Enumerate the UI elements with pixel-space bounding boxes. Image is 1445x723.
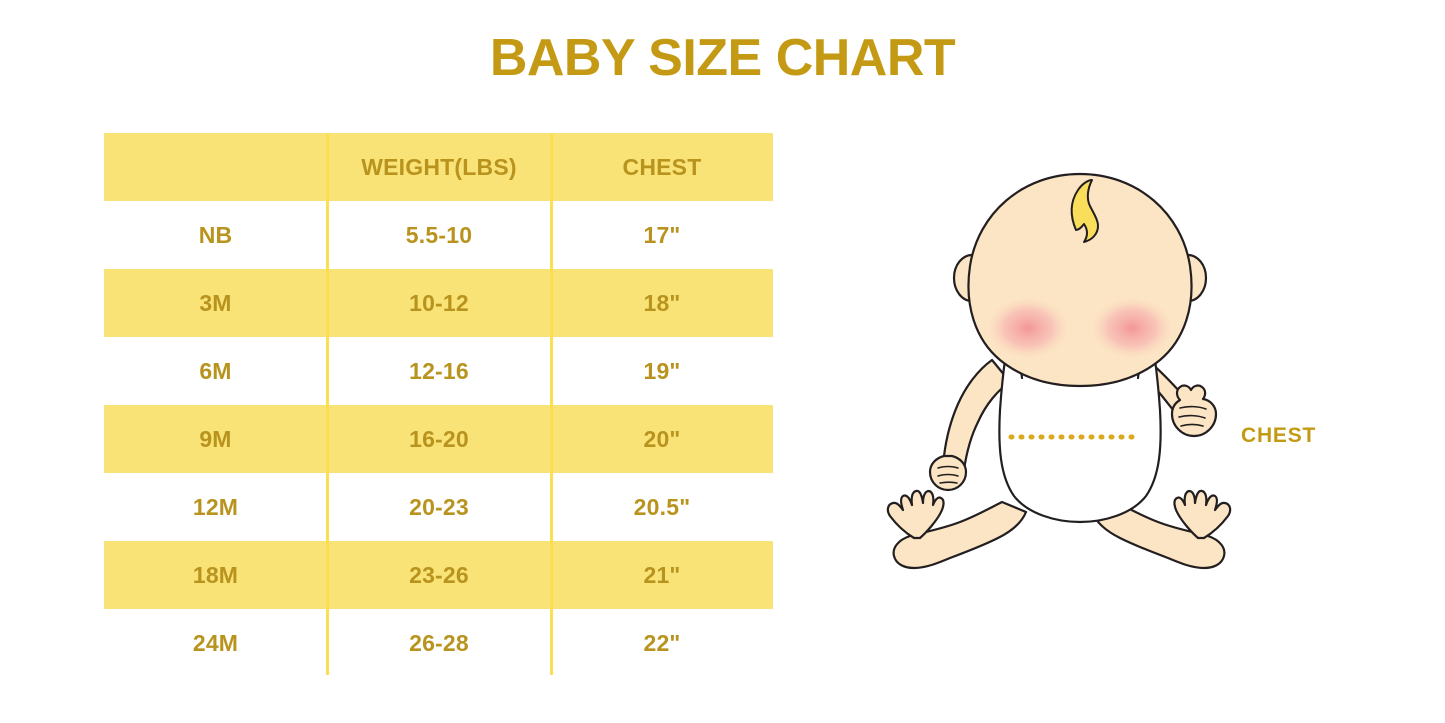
cell-size: 18M bbox=[192, 561, 239, 588]
right-hand bbox=[1170, 384, 1218, 438]
table-row: NB 5.5-10 17" bbox=[104, 201, 773, 269]
table-header: WEIGHT(LBS) CHEST bbox=[104, 133, 773, 201]
cell-size: 9M bbox=[199, 425, 232, 452]
left-hand-fingers bbox=[937, 465, 959, 484]
table-column-divider-1 bbox=[326, 133, 329, 675]
cell-size: 3M bbox=[199, 289, 232, 316]
cell-weight: 5.5-10 bbox=[405, 221, 473, 248]
cell-size: NB bbox=[198, 221, 233, 248]
page-title: BABY SIZE CHART bbox=[489, 29, 956, 87]
cell-weight: 20-23 bbox=[409, 493, 469, 520]
left-cheek bbox=[984, 295, 1072, 361]
left-foot bbox=[886, 489, 945, 540]
right-cheek bbox=[1088, 295, 1176, 361]
cell-weight: 10-12 bbox=[409, 289, 469, 316]
cell-chest: 20" bbox=[643, 425, 681, 452]
cell-weight: 23-26 bbox=[409, 561, 469, 588]
table-row: 9M 16-20 20" bbox=[104, 405, 773, 473]
column-header-chest: CHEST bbox=[622, 153, 702, 180]
cell-weight: 26-28 bbox=[409, 629, 469, 656]
cell-size: 24M bbox=[192, 629, 239, 656]
table-header-row: WEIGHT(LBS) CHEST bbox=[104, 133, 773, 201]
table-row: 24M 26-28 22" bbox=[104, 609, 773, 677]
cell-size: 12M bbox=[192, 493, 239, 520]
table-row: 18M 23-26 21" bbox=[104, 541, 773, 609]
right-foot bbox=[1173, 489, 1232, 540]
column-header-size bbox=[104, 133, 327, 201]
left-leg bbox=[892, 500, 1028, 570]
table-row: 3M 10-12 18" bbox=[104, 269, 773, 337]
right-hand-fingers bbox=[1178, 405, 1207, 427]
hair-curl bbox=[1070, 179, 1099, 243]
baby-illustration bbox=[886, 172, 1232, 570]
cell-chest: 19" bbox=[643, 357, 681, 384]
left-hand bbox=[928, 454, 968, 492]
size-chart-table: WEIGHT(LBS) CHEST NB 5.5-10 17" 3M 10-12… bbox=[104, 133, 773, 677]
cell-chest: 20.5" bbox=[633, 493, 691, 520]
right-leg bbox=[1090, 500, 1226, 570]
table-body: NB 5.5-10 17" 3M 10-12 18" 6M 12-16 19" … bbox=[104, 201, 773, 677]
chest-measure-label: CHEST bbox=[1241, 424, 1317, 447]
cell-weight: 12-16 bbox=[409, 357, 469, 384]
cell-size: 6M bbox=[199, 357, 232, 384]
cell-chest: 17" bbox=[643, 221, 681, 248]
table-column-divider-2 bbox=[550, 133, 553, 675]
cell-chest: 21" bbox=[643, 561, 681, 588]
table-row: 12M 20-23 20.5" bbox=[104, 473, 773, 541]
cell-weight: 16-20 bbox=[409, 425, 469, 452]
cell-chest: 22" bbox=[643, 629, 681, 656]
table-row: 6M 12-16 19" bbox=[104, 337, 773, 405]
column-header-weight: WEIGHT(LBS) bbox=[361, 153, 517, 180]
cell-chest: 18" bbox=[643, 289, 681, 316]
